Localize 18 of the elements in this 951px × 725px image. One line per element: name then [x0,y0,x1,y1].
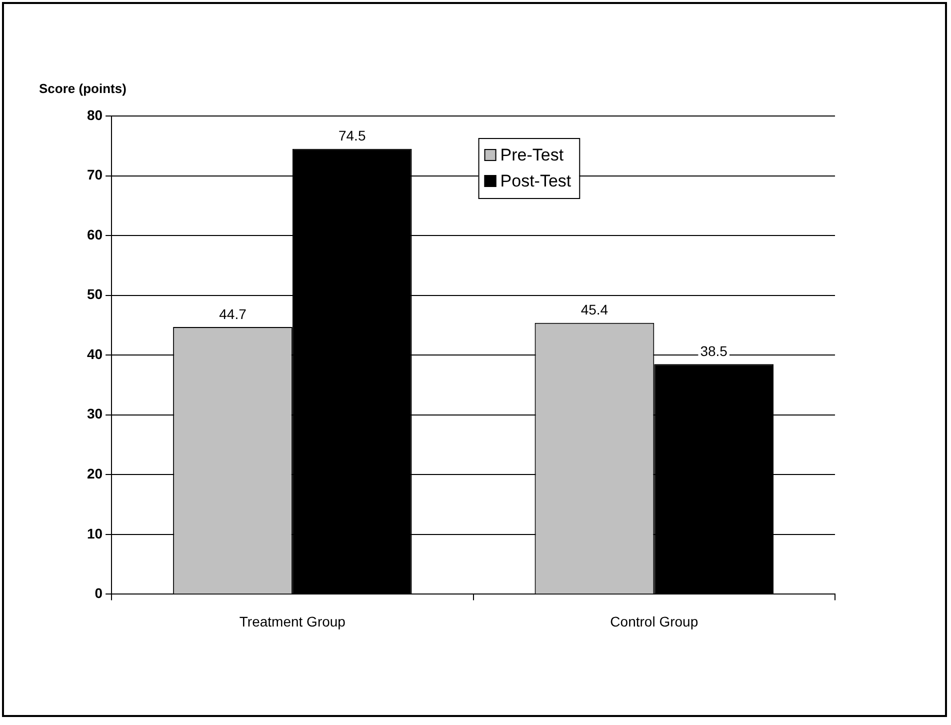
y-tick-label: 40 [86,346,103,362]
y-tick-label: 20 [86,466,103,482]
legend-label: Post-Test [500,172,572,191]
y-tick-label: 10 [86,525,103,542]
x-tick-label: Control Group [610,613,698,630]
y-tick-label: 60 [86,226,103,242]
y-tick-label: 70 [86,166,103,183]
y-tick-label: 30 [86,406,103,422]
y-tick-label: 50 [86,286,103,302]
legend-label: Pre-Test [500,146,564,165]
data-label: 45.4 [580,302,608,318]
y-tick-label: 80 [86,106,103,123]
x-tick-label: Treatment Group [239,613,346,630]
data-label: 44.7 [219,306,247,322]
data-label: 38.5 [700,342,728,359]
y-axis-title: Score (points) [39,81,126,96]
y-tick-label: 0 [94,585,103,602]
data-label: 74.5 [338,128,366,144]
